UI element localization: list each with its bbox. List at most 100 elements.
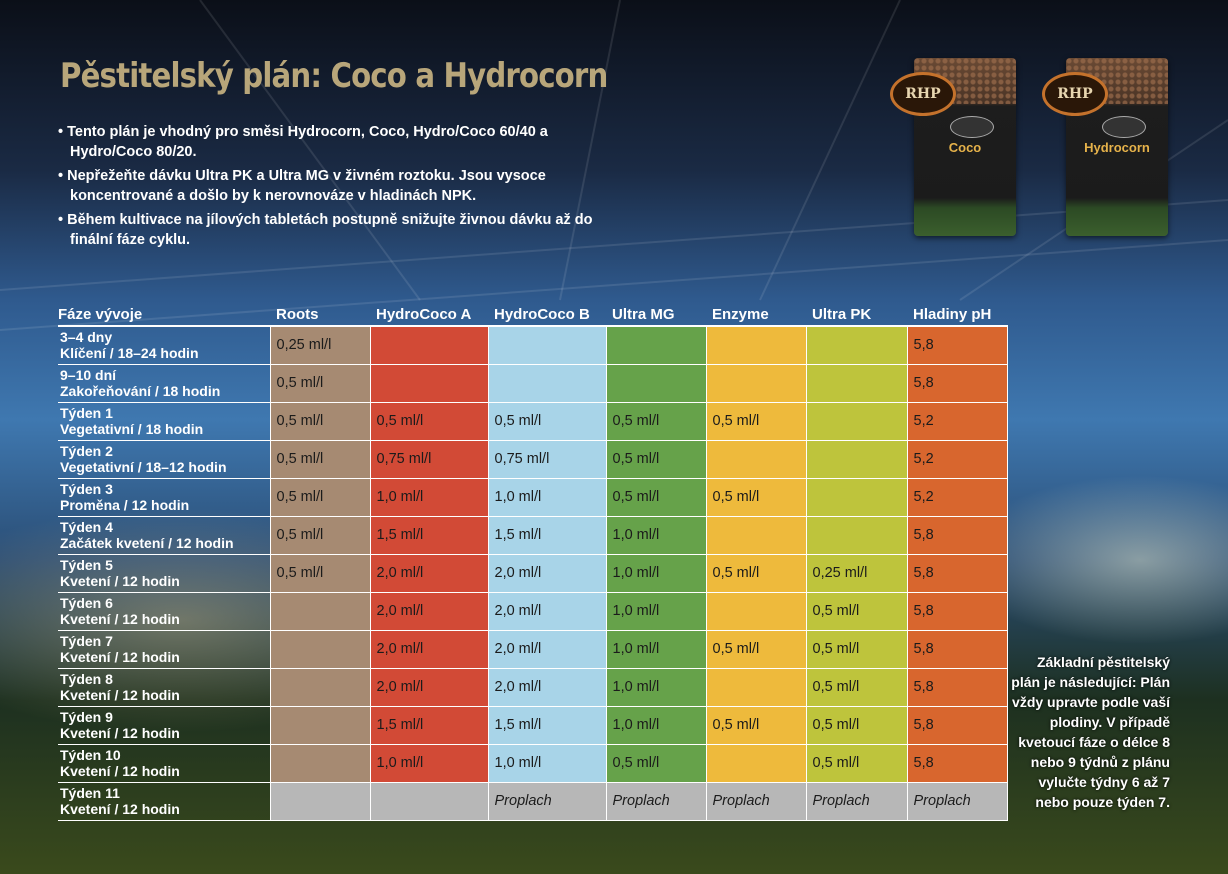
feeding-schedule-table: Fáze vývoje Roots HydroCoco A HydroCoco … [58, 304, 1008, 821]
hydrococo-a-cell: 1,0 ml/l [369, 477, 489, 517]
product-name: Coco [948, 140, 982, 155]
phase-cell: Týden 8 Kvetení / 12 hodin [58, 667, 271, 707]
phase-detail: Vegetativní / 18 hodin [60, 421, 204, 437]
enzyme-cell [705, 325, 807, 365]
ultra-pk-cell: 0,5 ml/l [805, 667, 908, 707]
roots-cell [269, 781, 371, 821]
ultra-mg-cell: 0,5 ml/l [605, 401, 707, 441]
ph-cell: 5,8 [906, 705, 1008, 745]
phase-cell: Týden 11 Kvetení / 12 hodin [58, 781, 271, 821]
enzyme-cell: Proplach [705, 781, 807, 821]
phase-label: Týden 7 [60, 633, 113, 649]
enzyme-cell: 0,5 ml/l [705, 705, 807, 745]
enzyme-cell: 0,5 ml/l [705, 553, 807, 593]
ultra-pk-cell [805, 363, 908, 403]
phase-label: Týden 3 [60, 481, 113, 497]
enzyme-cell [705, 363, 807, 403]
table-row: 3–4 dny Klíčení / 18–24 hodin 0,25 ml/l 5,8 [58, 325, 1008, 365]
phase-detail: Kvetení / 12 hodin [60, 611, 180, 627]
hydrococo-a-cell: 2,0 ml/l [369, 667, 489, 707]
bullet-item: Tento plán je vhodný pro směsi Hydrocorn… [58, 122, 598, 162]
roots-cell [269, 743, 371, 783]
ph-cell: 5,8 [906, 667, 1008, 707]
side-note: Základní pěstitelský plán je následující… [1011, 654, 1170, 810]
roots-cell: 0,5 ml/l [269, 477, 371, 517]
roots-cell [269, 705, 371, 745]
roots-cell [269, 667, 371, 707]
header-ultra-pk: Ultra PK [806, 304, 907, 327]
hydrococo-b-cell: 2,0 ml/l [487, 667, 607, 707]
ph-cell: 5,8 [906, 629, 1008, 669]
hydrococo-a-cell: 0,75 ml/l [369, 439, 489, 479]
ph-cell: Proplach [906, 781, 1008, 821]
header-hydrococo-b: HydroCoco B [488, 304, 606, 327]
ultra-mg-cell: 1,0 ml/l [605, 629, 707, 669]
roots-cell: 0,5 ml/l [269, 439, 371, 479]
phase-cell: Týden 6 Kvetení / 12 hodin [58, 591, 271, 631]
phase-detail: Kvetení / 12 hodin [60, 687, 180, 703]
table-row: Týden 5 Kvetení / 12 hodin 0,5 ml/l 2,0 ml/… [58, 553, 1008, 593]
phase-detail: Vegetativní / 18–12 hodin [60, 459, 227, 475]
phase-cell: Týden 4 Začátek kvetení / 12 hodin [58, 515, 271, 555]
phase-detail: Kvetení / 12 hodin [60, 573, 180, 589]
hydrococo-b-cell [487, 325, 607, 365]
phase-label: Týden 11 [60, 785, 120, 801]
ph-cell: 5,8 [906, 743, 1008, 783]
hydrococo-b-cell: 1,0 ml/l [487, 743, 607, 783]
table-row: Týden 7 Kvetení / 12 hodin 2,0 ml/l 2,0 ml/… [58, 629, 1008, 669]
phase-label: Týden 9 [60, 709, 113, 725]
table-row: 9–10 dní Zakořeňování / 18 hodin 0,5 ml/l 5… [58, 363, 1008, 403]
phase-detail: Začátek kvetení / 12 hodin [60, 535, 234, 551]
ultra-pk-cell: 0,5 ml/l [805, 629, 908, 669]
phase-detail: Kvetení / 12 hodin [60, 649, 180, 665]
ultra-pk-cell [805, 325, 908, 365]
header-hydrococo-a: HydroCoco A [370, 304, 488, 327]
phase-detail: Kvetení / 12 hodin [60, 725, 180, 741]
ultra-mg-cell: 1,0 ml/l [605, 705, 707, 745]
page-title: Pěstitelský plán: Coco a Hydrocorn [60, 56, 608, 96]
table-row: Týden 9 Kvetení / 12 hodin 1,5 ml/l 1,5 ml/… [58, 705, 1008, 745]
table-row: Týden 10 Kvetení / 12 hodin 1,0 ml/l 1,0 ml… [58, 743, 1008, 783]
ph-cell: 5,2 [906, 477, 1008, 517]
brand-badge-icon [950, 116, 994, 138]
ph-cell: 5,8 [906, 591, 1008, 631]
enzyme-cell: 0,5 ml/l [705, 401, 807, 441]
ultra-mg-cell: 1,0 ml/l [605, 515, 707, 555]
enzyme-cell: 0,5 ml/l [705, 477, 807, 517]
rhp-logo: RHP [890, 72, 956, 116]
roots-cell: 0,5 ml/l [269, 401, 371, 441]
table-row: Týden 4 Začátek kvetení / 12 hodin 0,5 ml/… [58, 515, 1008, 555]
ultra-mg-cell: 0,5 ml/l [605, 439, 707, 479]
roots-cell [269, 629, 371, 669]
ultra-mg-cell [605, 325, 707, 365]
product-bag-hydrocorn: RHP Hydrocorn [1042, 58, 1168, 236]
table-row: Týden 6 Kvetení / 12 hodin 2,0 ml/l 2,0 ml/… [58, 591, 1008, 631]
header-ph: Hladiny pH [907, 304, 1007, 327]
phase-detail: Klíčení / 18–24 hodin [60, 345, 199, 362]
header-phase: Fáze vývoje [58, 304, 270, 327]
ultra-pk-cell: Proplach [805, 781, 908, 821]
roots-cell [269, 591, 371, 631]
ultra-mg-cell: 1,0 ml/l [605, 591, 707, 631]
phase-label: 3–4 dny [60, 329, 113, 346]
phase-detail: Kvetení / 12 hodin [60, 763, 180, 779]
hydrococo-a-cell: 2,0 ml/l [369, 553, 489, 593]
header-ultra-mg: Ultra MG [606, 304, 706, 327]
product-bag-coco: RHP Coco [890, 58, 1016, 236]
header-enzyme: Enzyme [706, 304, 806, 327]
hydrococo-b-cell: 0,5 ml/l [487, 401, 607, 441]
phase-label: Týden 8 [60, 671, 113, 687]
phase-label: Týden 4 [60, 519, 113, 535]
enzyme-cell [705, 439, 807, 479]
ultra-mg-cell: Proplach [605, 781, 707, 821]
bullet-item: Během kultivace na jílových tabletách po… [58, 210, 598, 250]
table-body: 3–4 dny Klíčení / 18–24 hodin 0,25 ml/l 5,8… [58, 325, 1008, 821]
bullet-item: Nepřežeňte dávku Ultra PK a Ultra MG v ž… [58, 166, 598, 206]
roots-cell: 0,5 ml/l [269, 553, 371, 593]
table-row: Týden 1 Vegetativní / 18 hodin 0,5 ml/l 0,5… [58, 401, 1008, 441]
enzyme-cell [705, 591, 807, 631]
ultra-mg-cell [605, 363, 707, 403]
enzyme-cell [705, 667, 807, 707]
ph-cell: 5,8 [906, 325, 1008, 365]
hydrococo-a-cell: 1,5 ml/l [369, 515, 489, 555]
